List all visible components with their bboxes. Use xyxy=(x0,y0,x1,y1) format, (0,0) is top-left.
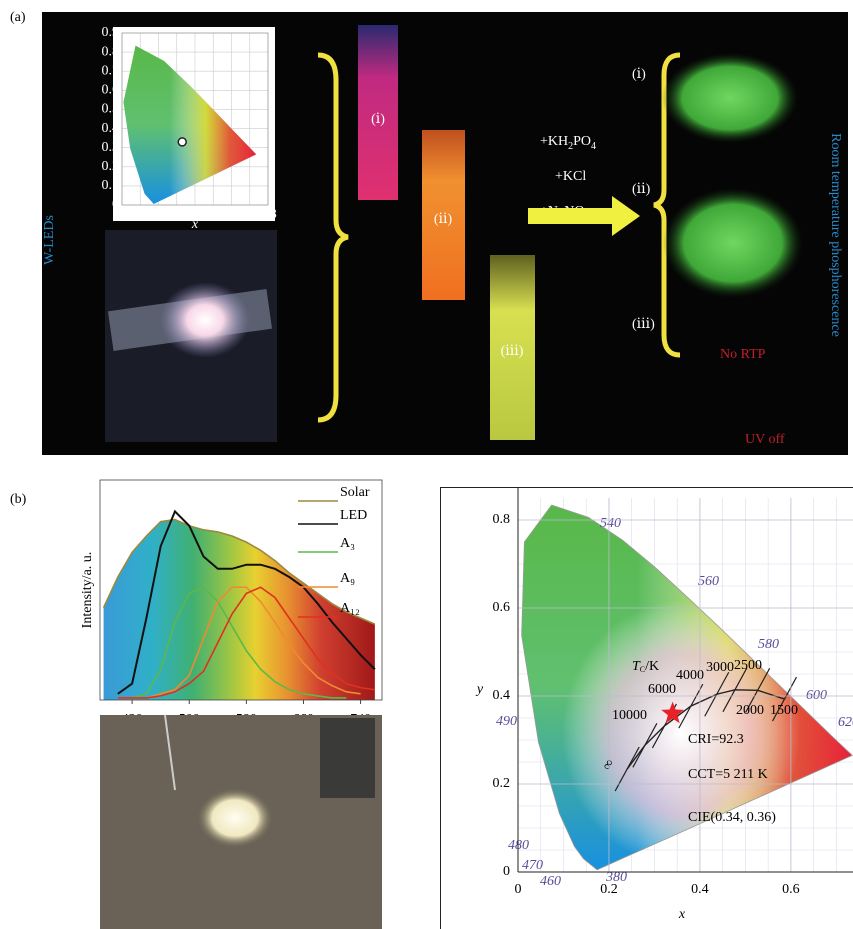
phosphorescent-sample xyxy=(663,188,803,298)
legend-label: A₁₂ xyxy=(340,601,360,616)
y-tick-label: 0.4 xyxy=(493,688,511,703)
uv-off-label: UV off xyxy=(745,432,785,447)
no-rtp-label: No RTP xyxy=(720,347,766,362)
rtp-sample-label: (ⅲ) xyxy=(632,317,655,332)
x-tick-label: 0 xyxy=(119,207,126,222)
y-axis-title: y xyxy=(475,682,484,697)
figure: (a) 00.10.20.30.40.50.60.70.800.10.20.30… xyxy=(0,0,853,929)
wavelength-label: 460 xyxy=(540,874,561,889)
cct-label: 6000 xyxy=(648,682,676,697)
wavelength-label: 620 xyxy=(838,715,853,730)
cct-label: 2500 xyxy=(734,658,762,673)
x-tick-label: 0.2 xyxy=(600,882,618,897)
sample-label: (ⅱ) xyxy=(434,212,453,227)
solar-area xyxy=(104,520,375,700)
cct-label: 10000 xyxy=(612,708,647,723)
y-tick-label: 0.9 xyxy=(102,25,120,40)
sample-label: (ⅰ) xyxy=(371,112,385,127)
spectrum-chart: 420500580660740λ/nmIntensity/a. u.SolarL… xyxy=(80,480,382,750)
cct-title-part: /K xyxy=(645,659,659,674)
phosphorescent-sample xyxy=(662,53,798,143)
data-point xyxy=(178,138,186,146)
cct-label: 1500 xyxy=(770,703,798,718)
w-leds-label: W-LEDs xyxy=(42,215,57,265)
y-tick-label: 0.6 xyxy=(493,600,511,615)
x-tick-label: 0.5 xyxy=(205,207,223,222)
rtp-sample-label: (ⅰ) xyxy=(632,67,646,82)
y-tick-label: 0.8 xyxy=(493,512,511,527)
x-tick-label: 0.6 xyxy=(782,882,800,897)
x-tick-label: 0.3 xyxy=(168,207,186,222)
device-photo-glow xyxy=(197,788,273,848)
sample-label: (ⅲ) xyxy=(501,344,524,359)
panel-label: (b) xyxy=(10,492,27,507)
rtp-title: Room temperature phosphorescence xyxy=(828,133,843,337)
reagent: +KCl xyxy=(555,169,586,184)
x-tick-label: 0.2 xyxy=(150,207,168,222)
y-axis-title: Intensity/a. u. xyxy=(80,552,95,629)
y-tick-label: 0 xyxy=(112,197,119,212)
y-tick-label: 0.3 xyxy=(102,140,120,155)
x-tick-label: 0.1 xyxy=(132,207,150,222)
chart-note: CRI=92.3 xyxy=(688,732,744,747)
legend-label: Solar xyxy=(340,485,370,500)
x-axis-title: x xyxy=(678,907,686,922)
x-tick-label: 0 xyxy=(515,882,522,897)
x-tick-label: 0.8 xyxy=(259,207,277,222)
x-tick-label: 0.7 xyxy=(241,207,259,222)
y-axis-title: y xyxy=(105,87,114,102)
y-tick-label: 0.8 xyxy=(102,44,120,59)
panel-label: (a) xyxy=(10,10,26,25)
x-tick-label: 0.6 xyxy=(223,207,241,222)
y-tick-label: 0.5 xyxy=(102,102,120,117)
legend-label: A₉ xyxy=(340,571,355,586)
y-tick-label: 0 xyxy=(503,864,510,879)
wavelength-label: 490 xyxy=(496,714,517,729)
x-axis-title: x xyxy=(191,217,199,232)
wavelength-label: 540 xyxy=(600,516,621,531)
y-tick-label: 0.2 xyxy=(102,159,120,174)
y-tick-label: 0.2 xyxy=(493,776,511,791)
wavelength-label: 580 xyxy=(758,637,779,652)
cct-label: 2000 xyxy=(736,703,764,718)
y-tick-label: 0.1 xyxy=(102,178,120,193)
x-tick-label: 0.4 xyxy=(691,882,709,897)
wavelength-label: 470 xyxy=(522,858,543,873)
y-tick-label: 0.4 xyxy=(102,121,120,136)
legend-label: LED xyxy=(340,508,367,523)
led-photo-glow xyxy=(160,282,250,358)
cct-label: 3000 xyxy=(706,660,734,675)
wavelength-label: 560 xyxy=(698,574,719,589)
device-photo-clamp xyxy=(320,718,375,798)
chart-note: CIE(0.34, 0.36) xyxy=(688,810,776,825)
legend-label: A₃ xyxy=(340,536,355,551)
chart-note: CCT=5 211 K xyxy=(688,767,768,782)
rtp-sample-label: (ⅱ) xyxy=(632,182,651,197)
cct-title: TC/K xyxy=(632,659,659,674)
y-tick-label: 0.7 xyxy=(102,63,120,78)
